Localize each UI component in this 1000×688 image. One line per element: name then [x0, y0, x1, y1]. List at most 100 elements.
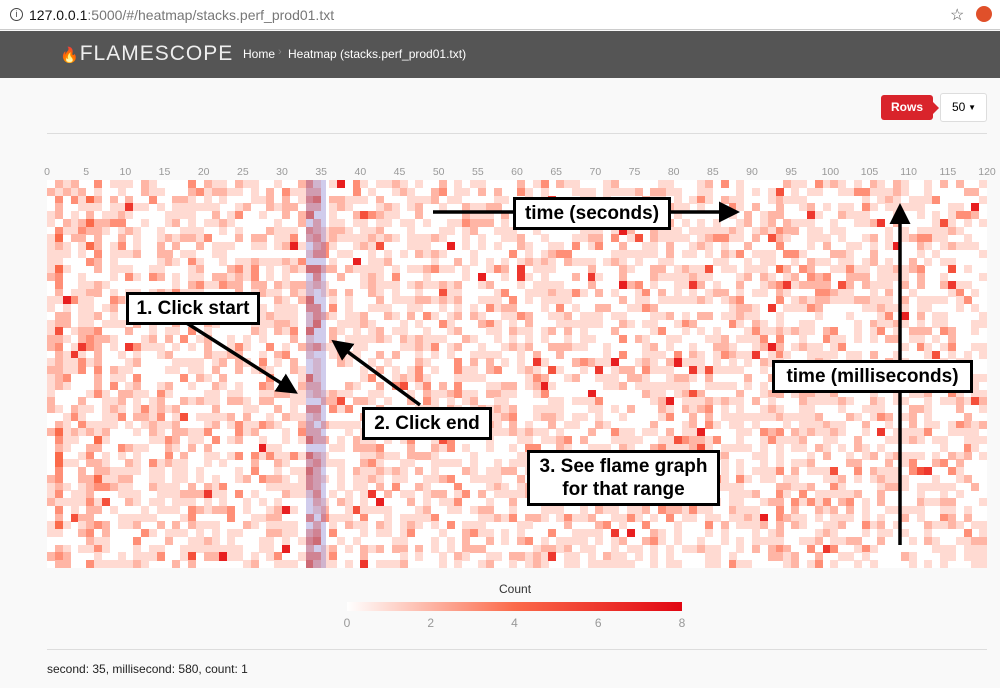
heatmap-cell[interactable] — [430, 389, 439, 398]
heatmap-cell[interactable] — [705, 195, 714, 204]
heatmap-cell[interactable] — [532, 443, 541, 452]
heatmap-cell[interactable] — [681, 428, 690, 437]
heatmap-cell[interactable] — [305, 234, 314, 243]
heatmap-cell[interactable] — [94, 467, 103, 476]
heatmap-cell[interactable] — [368, 265, 377, 274]
heatmap-cell[interactable] — [924, 389, 933, 398]
heatmap-cell[interactable] — [673, 335, 682, 344]
heatmap-cell[interactable] — [501, 428, 510, 437]
heatmap-cell[interactable] — [658, 288, 667, 297]
heatmap-cell[interactable] — [430, 521, 439, 530]
heatmap-cell[interactable] — [697, 436, 706, 445]
heatmap-cell[interactable] — [297, 187, 306, 196]
heatmap-cell[interactable] — [101, 226, 110, 235]
heatmap-cell[interactable] — [908, 436, 917, 445]
heatmap-cell[interactable] — [767, 234, 776, 243]
heatmap-cell[interactable] — [595, 226, 604, 235]
heatmap-cell[interactable] — [94, 218, 103, 227]
heatmap-cell[interactable] — [908, 536, 917, 545]
heatmap-cell[interactable] — [556, 544, 565, 553]
heatmap-cell[interactable] — [869, 350, 878, 359]
heatmap-cell[interactable] — [172, 211, 181, 220]
heatmap-cell[interactable] — [86, 451, 95, 460]
heatmap-cell[interactable] — [188, 521, 197, 530]
heatmap-cell[interactable] — [54, 327, 63, 336]
heatmap-cell[interactable] — [117, 397, 126, 406]
heatmap-cell[interactable] — [642, 296, 651, 305]
heatmap-cell[interactable] — [799, 490, 808, 499]
heatmap-cell[interactable] — [376, 544, 385, 553]
heatmap-cell[interactable] — [493, 226, 502, 235]
heatmap-cell[interactable] — [391, 203, 400, 212]
heatmap-cell[interactable] — [94, 242, 103, 251]
heatmap-cell[interactable] — [133, 544, 142, 553]
heatmap-cell[interactable] — [360, 459, 369, 468]
heatmap-cell[interactable] — [618, 513, 627, 522]
heatmap-cell[interactable] — [313, 187, 322, 196]
heatmap-cell[interactable] — [775, 319, 784, 328]
heatmap-cell[interactable] — [117, 412, 126, 421]
heatmap-cell[interactable] — [172, 482, 181, 491]
heatmap-cell[interactable] — [258, 443, 267, 452]
heatmap-cell[interactable] — [759, 288, 768, 297]
heatmap-cell[interactable] — [305, 342, 314, 351]
heatmap-cell[interactable] — [329, 405, 338, 414]
heatmap-cell[interactable] — [391, 474, 400, 483]
heatmap-cell[interactable] — [195, 436, 204, 445]
heatmap-cell[interactable] — [289, 358, 298, 367]
heatmap-cell[interactable] — [415, 195, 424, 204]
heatmap-cell[interactable] — [916, 211, 925, 220]
heatmap-cell[interactable] — [383, 280, 392, 289]
heatmap-cell[interactable] — [493, 552, 502, 561]
heatmap-cell[interactable] — [736, 412, 745, 421]
heatmap-cell[interactable] — [446, 521, 455, 530]
heatmap-cell[interactable] — [571, 513, 580, 522]
heatmap-cell[interactable] — [940, 234, 949, 243]
heatmap-cell[interactable] — [947, 327, 956, 336]
heatmap-cell[interactable] — [430, 257, 439, 266]
heatmap-cell[interactable] — [940, 397, 949, 406]
heatmap-cell[interactable] — [595, 536, 604, 545]
heatmap-cell[interactable] — [846, 242, 855, 251]
heatmap-cell[interactable] — [493, 513, 502, 522]
heatmap-cell[interactable] — [705, 335, 714, 344]
heatmap-cell[interactable] — [78, 397, 87, 406]
heatmap-cell[interactable] — [415, 505, 424, 514]
heatmap-cell[interactable] — [266, 311, 275, 320]
heatmap-cell[interactable] — [188, 265, 197, 274]
heatmap-cell[interactable] — [712, 544, 721, 553]
heatmap-cell[interactable] — [822, 529, 831, 538]
heatmap-cell[interactable] — [321, 288, 330, 297]
heatmap-cell[interactable] — [524, 381, 533, 390]
heatmap-cell[interactable] — [799, 443, 808, 452]
heatmap-cell[interactable] — [752, 203, 761, 212]
heatmap-cell[interactable] — [156, 521, 165, 530]
heatmap-cell[interactable] — [603, 180, 612, 189]
heatmap-cell[interactable] — [517, 521, 526, 530]
heatmap-cell[interactable] — [673, 436, 682, 445]
heatmap-cell[interactable] — [235, 490, 244, 499]
heatmap-cell[interactable] — [477, 560, 486, 569]
heatmap-cell[interactable] — [971, 443, 980, 452]
heatmap-cell[interactable] — [947, 203, 956, 212]
heatmap-cell[interactable] — [446, 544, 455, 553]
heatmap-cell[interactable] — [156, 226, 165, 235]
heatmap-cell[interactable] — [47, 405, 56, 414]
heatmap-cell[interactable] — [156, 459, 165, 468]
heatmap-cell[interactable] — [885, 195, 894, 204]
heatmap-cell[interactable] — [540, 288, 549, 297]
heatmap-cell[interactable] — [893, 389, 902, 398]
heatmap-cell[interactable] — [423, 327, 432, 336]
heatmap-cell[interactable] — [728, 304, 737, 313]
heatmap-cell[interactable] — [54, 296, 63, 305]
heatmap-cell[interactable] — [47, 187, 56, 196]
heatmap-cell[interactable] — [336, 319, 345, 328]
heatmap-cell[interactable] — [70, 459, 79, 468]
heatmap-cell[interactable] — [109, 560, 118, 569]
heatmap-cell[interactable] — [791, 389, 800, 398]
heatmap-cell[interactable] — [564, 560, 573, 569]
heatmap-cell[interactable] — [305, 180, 314, 189]
heatmap-cell[interactable] — [329, 226, 338, 235]
heatmap-cell[interactable] — [117, 560, 126, 569]
heatmap-cell[interactable] — [665, 436, 674, 445]
